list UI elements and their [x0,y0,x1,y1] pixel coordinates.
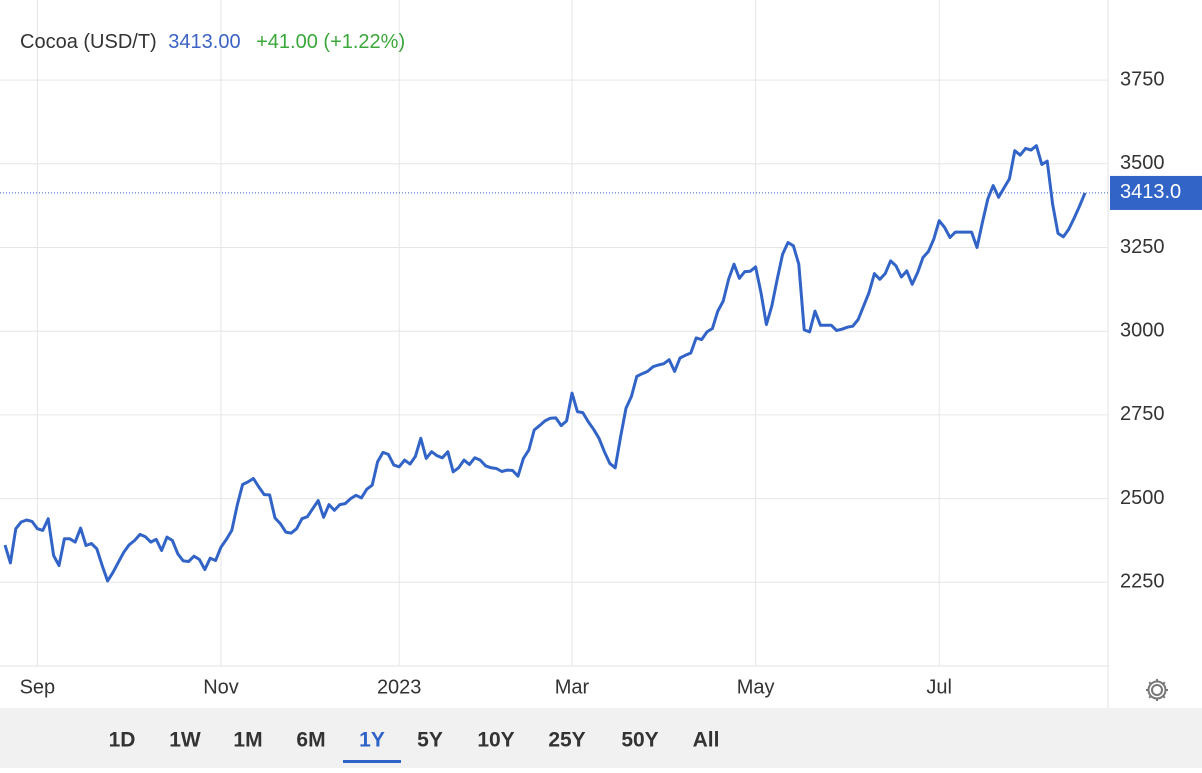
x-tick-label: Nov [203,676,239,698]
range-bar [0,708,1202,768]
range-button[interactable]: 25Y [548,729,585,752]
header: Cocoa (USD/T) 3413.00 +41.00 (+1.22%) [20,31,405,53]
range-underline [343,760,401,763]
range-button[interactable]: 5Y [417,729,443,752]
y-tick-label: 2500 [1120,487,1165,509]
y-tick-label: 2250 [1120,571,1165,593]
y-tick-label: 3500 [1120,152,1165,174]
instrument-name: Cocoa (USD/T) [20,31,157,53]
last-price-label: 3413.0 [1120,181,1181,203]
x-tick-label: 2023 [377,676,422,698]
range-button[interactable]: 1D [109,729,136,752]
last-price-box [1110,175,1202,210]
price: 3413.00 [168,31,240,53]
range-button[interactable]: 10Y [477,729,514,752]
price-line [3,144,1087,583]
change: +41.00 (+1.22%) [256,31,405,53]
settings-icon[interactable] [1146,679,1168,701]
x-tick-label: Mar [555,676,590,698]
range-button[interactable]: All [693,729,720,752]
x-tick-label: Sep [20,676,56,698]
range-button[interactable]: 1Y [359,729,385,752]
x-tick-label: May [737,676,775,698]
y-tick-label: 3750 [1120,68,1165,90]
y-tick-label: 3000 [1120,319,1165,341]
range-button[interactable]: 50Y [621,729,658,752]
range-button[interactable]: 1W [169,729,201,752]
y-tick-label: 3250 [1120,236,1165,258]
y-tick-label: 2750 [1120,403,1165,425]
range-button[interactable]: 6M [296,729,325,752]
x-tick-label: Jul [926,676,952,698]
range-button[interactable]: 1M [233,729,262,752]
